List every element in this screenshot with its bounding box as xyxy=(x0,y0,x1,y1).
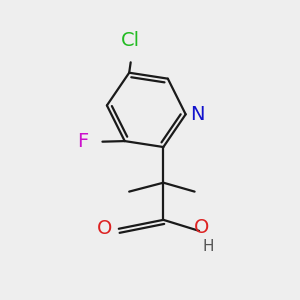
Text: O: O xyxy=(194,218,210,237)
Text: O: O xyxy=(97,219,112,238)
Text: Cl: Cl xyxy=(121,31,140,50)
Text: F: F xyxy=(77,132,89,151)
Text: H: H xyxy=(202,239,214,254)
Text: N: N xyxy=(190,105,204,124)
